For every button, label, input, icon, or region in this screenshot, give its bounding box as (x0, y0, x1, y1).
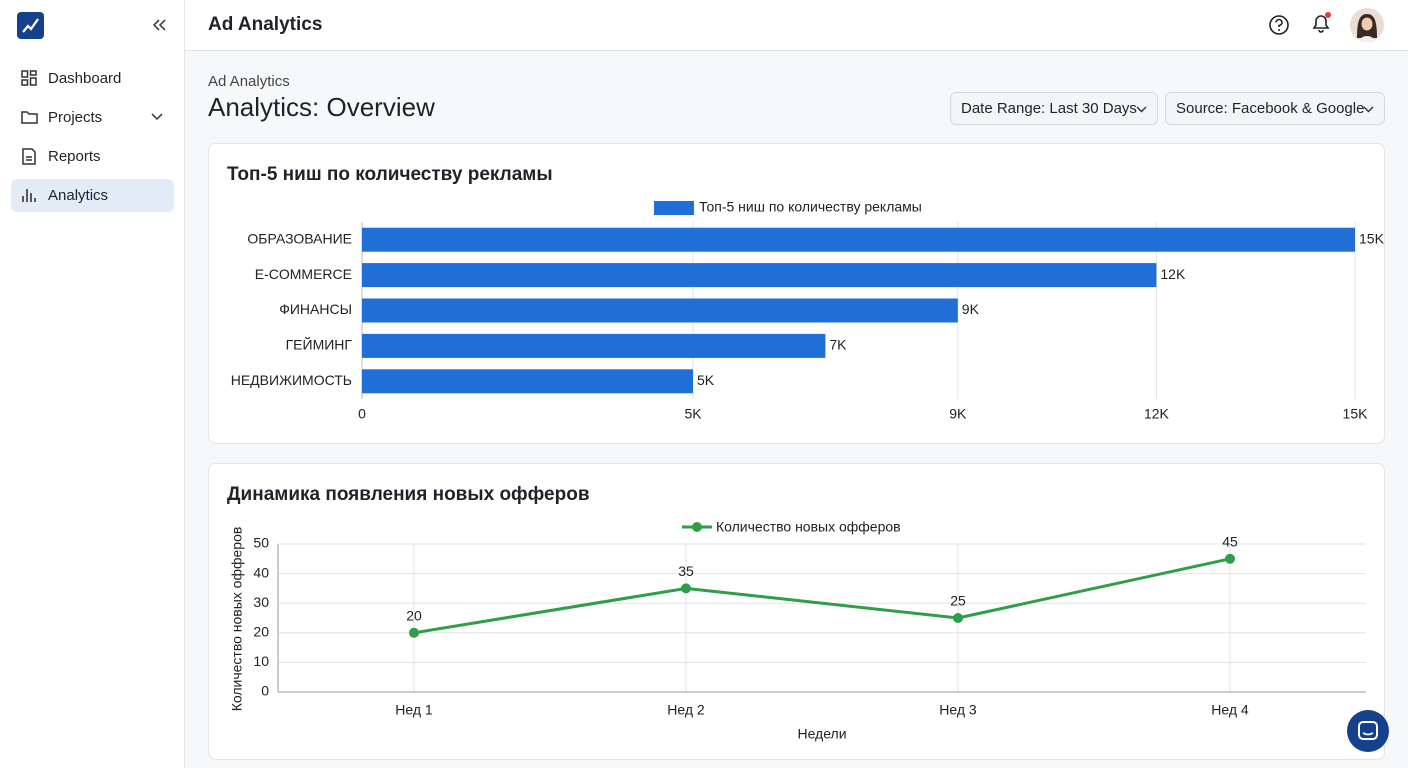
y-tick-label: ГЕЙМИНГ (286, 336, 353, 353)
notification-icon[interactable] (1309, 11, 1333, 35)
avatar[interactable] (1350, 8, 1384, 42)
bar (362, 333, 826, 358)
filter-label: Source: Facebook & Google (1176, 100, 1365, 117)
collapse-button[interactable] (151, 18, 167, 32)
y-axis-label: Количество новых офферов (229, 527, 245, 712)
header-title: Ad Analytics (208, 14, 323, 35)
legend-marker (692, 522, 702, 532)
chart-card: Топ-5 ниш по количеству рекламы Топ-5 ниш… (208, 143, 1385, 444)
nav-label: Projects (48, 109, 103, 126)
chat-button[interactable] (1346, 709, 1390, 753)
y-tick-label: НЕДВИЖИМОСТЬ (231, 372, 352, 388)
x-tick-label: 0 (358, 406, 366, 422)
bar (362, 227, 1355, 252)
data-label: 9K (962, 301, 980, 317)
x-tick-label: 15K (1343, 406, 1369, 422)
x-tick-label: Нед 2 (667, 702, 705, 718)
point (1225, 553, 1235, 564)
nav-item[interactable]: Analytics (11, 179, 174, 212)
y-tick-label: 10 (253, 653, 269, 669)
bar (362, 263, 1157, 288)
data-label: 45 (1222, 534, 1238, 550)
help-icon[interactable] (1268, 14, 1290, 36)
x-tick-label: Нед 3 (939, 702, 977, 718)
legend-label: Топ-5 ниш по количеству рекламы (699, 199, 922, 215)
data-label: 7K (829, 337, 847, 353)
y-tick-label: 40 (253, 564, 269, 580)
data-label: 12K (1160, 266, 1186, 282)
y-tick-label: ФИНАНСЫ (279, 301, 352, 317)
chart-title: Динамика появления новых офферов (227, 484, 590, 505)
bar (362, 298, 958, 323)
legend-swatch (654, 201, 694, 215)
filter-label: Date Range: Last 30 Days (961, 100, 1137, 117)
nav-label: Analytics (48, 187, 109, 204)
y-tick-label: 0 (261, 683, 269, 699)
nav-item[interactable]: Dashboard (11, 62, 174, 95)
data-label: 5K (697, 372, 715, 388)
chart-card: Динамика появления новых офферов Количест… (208, 463, 1385, 760)
data-label: 20 (406, 608, 422, 624)
page-title: Analytics: Overview (208, 92, 435, 122)
chart: Динамика появления новых офферов Количест… (227, 484, 1366, 742)
source-filter[interactable]: Source: Facebook & Google (1165, 92, 1385, 125)
bar (362, 369, 693, 394)
data-label: 25 (950, 593, 966, 609)
line (413, 557, 1231, 635)
x-axis-label: Недели (797, 726, 846, 742)
x-tick-label: Нед 1 (395, 702, 433, 718)
chart: Топ-5 ниш по количеству рекламы Топ-5 ниш… (227, 164, 1385, 422)
chart-title: Топ-5 ниш по количеству рекламы (227, 164, 553, 185)
header: Ad Analytics (185, 0, 1408, 51)
point (953, 613, 963, 623)
y-tick-label: E-COMMERCE (255, 266, 352, 282)
x-tick-label: 9K (949, 406, 967, 422)
nav-label: Dashboard (48, 70, 122, 87)
data-label: 15K (1359, 230, 1384, 246)
breadcrumb: Ad Analytics (208, 73, 290, 90)
x-tick-label: 5K (684, 406, 702, 422)
data-label: 35 (678, 563, 694, 579)
x-tick-label: 12K (1144, 406, 1170, 422)
nav-item[interactable]: Reports (11, 140, 174, 173)
nav-item[interactable]: Projects (11, 101, 174, 134)
sidebar: Dashboard Projects Reports Analytics (0, 0, 185, 768)
y-tick-label: 30 (253, 594, 269, 610)
x-tick-label: Нед 4 (1211, 702, 1249, 718)
point (681, 583, 691, 594)
nav-label: Reports (48, 148, 101, 165)
point (409, 627, 419, 638)
y-tick-label: 50 (253, 535, 269, 551)
date-range-filter[interactable]: Date Range: Last 30 Days (950, 92, 1158, 125)
y-tick-label: ОБРАЗОВАНИЕ (247, 230, 352, 246)
logo (17, 12, 44, 39)
legend-label: Количество новых офферов (716, 519, 901, 535)
y-tick-label: 20 (253, 624, 269, 640)
